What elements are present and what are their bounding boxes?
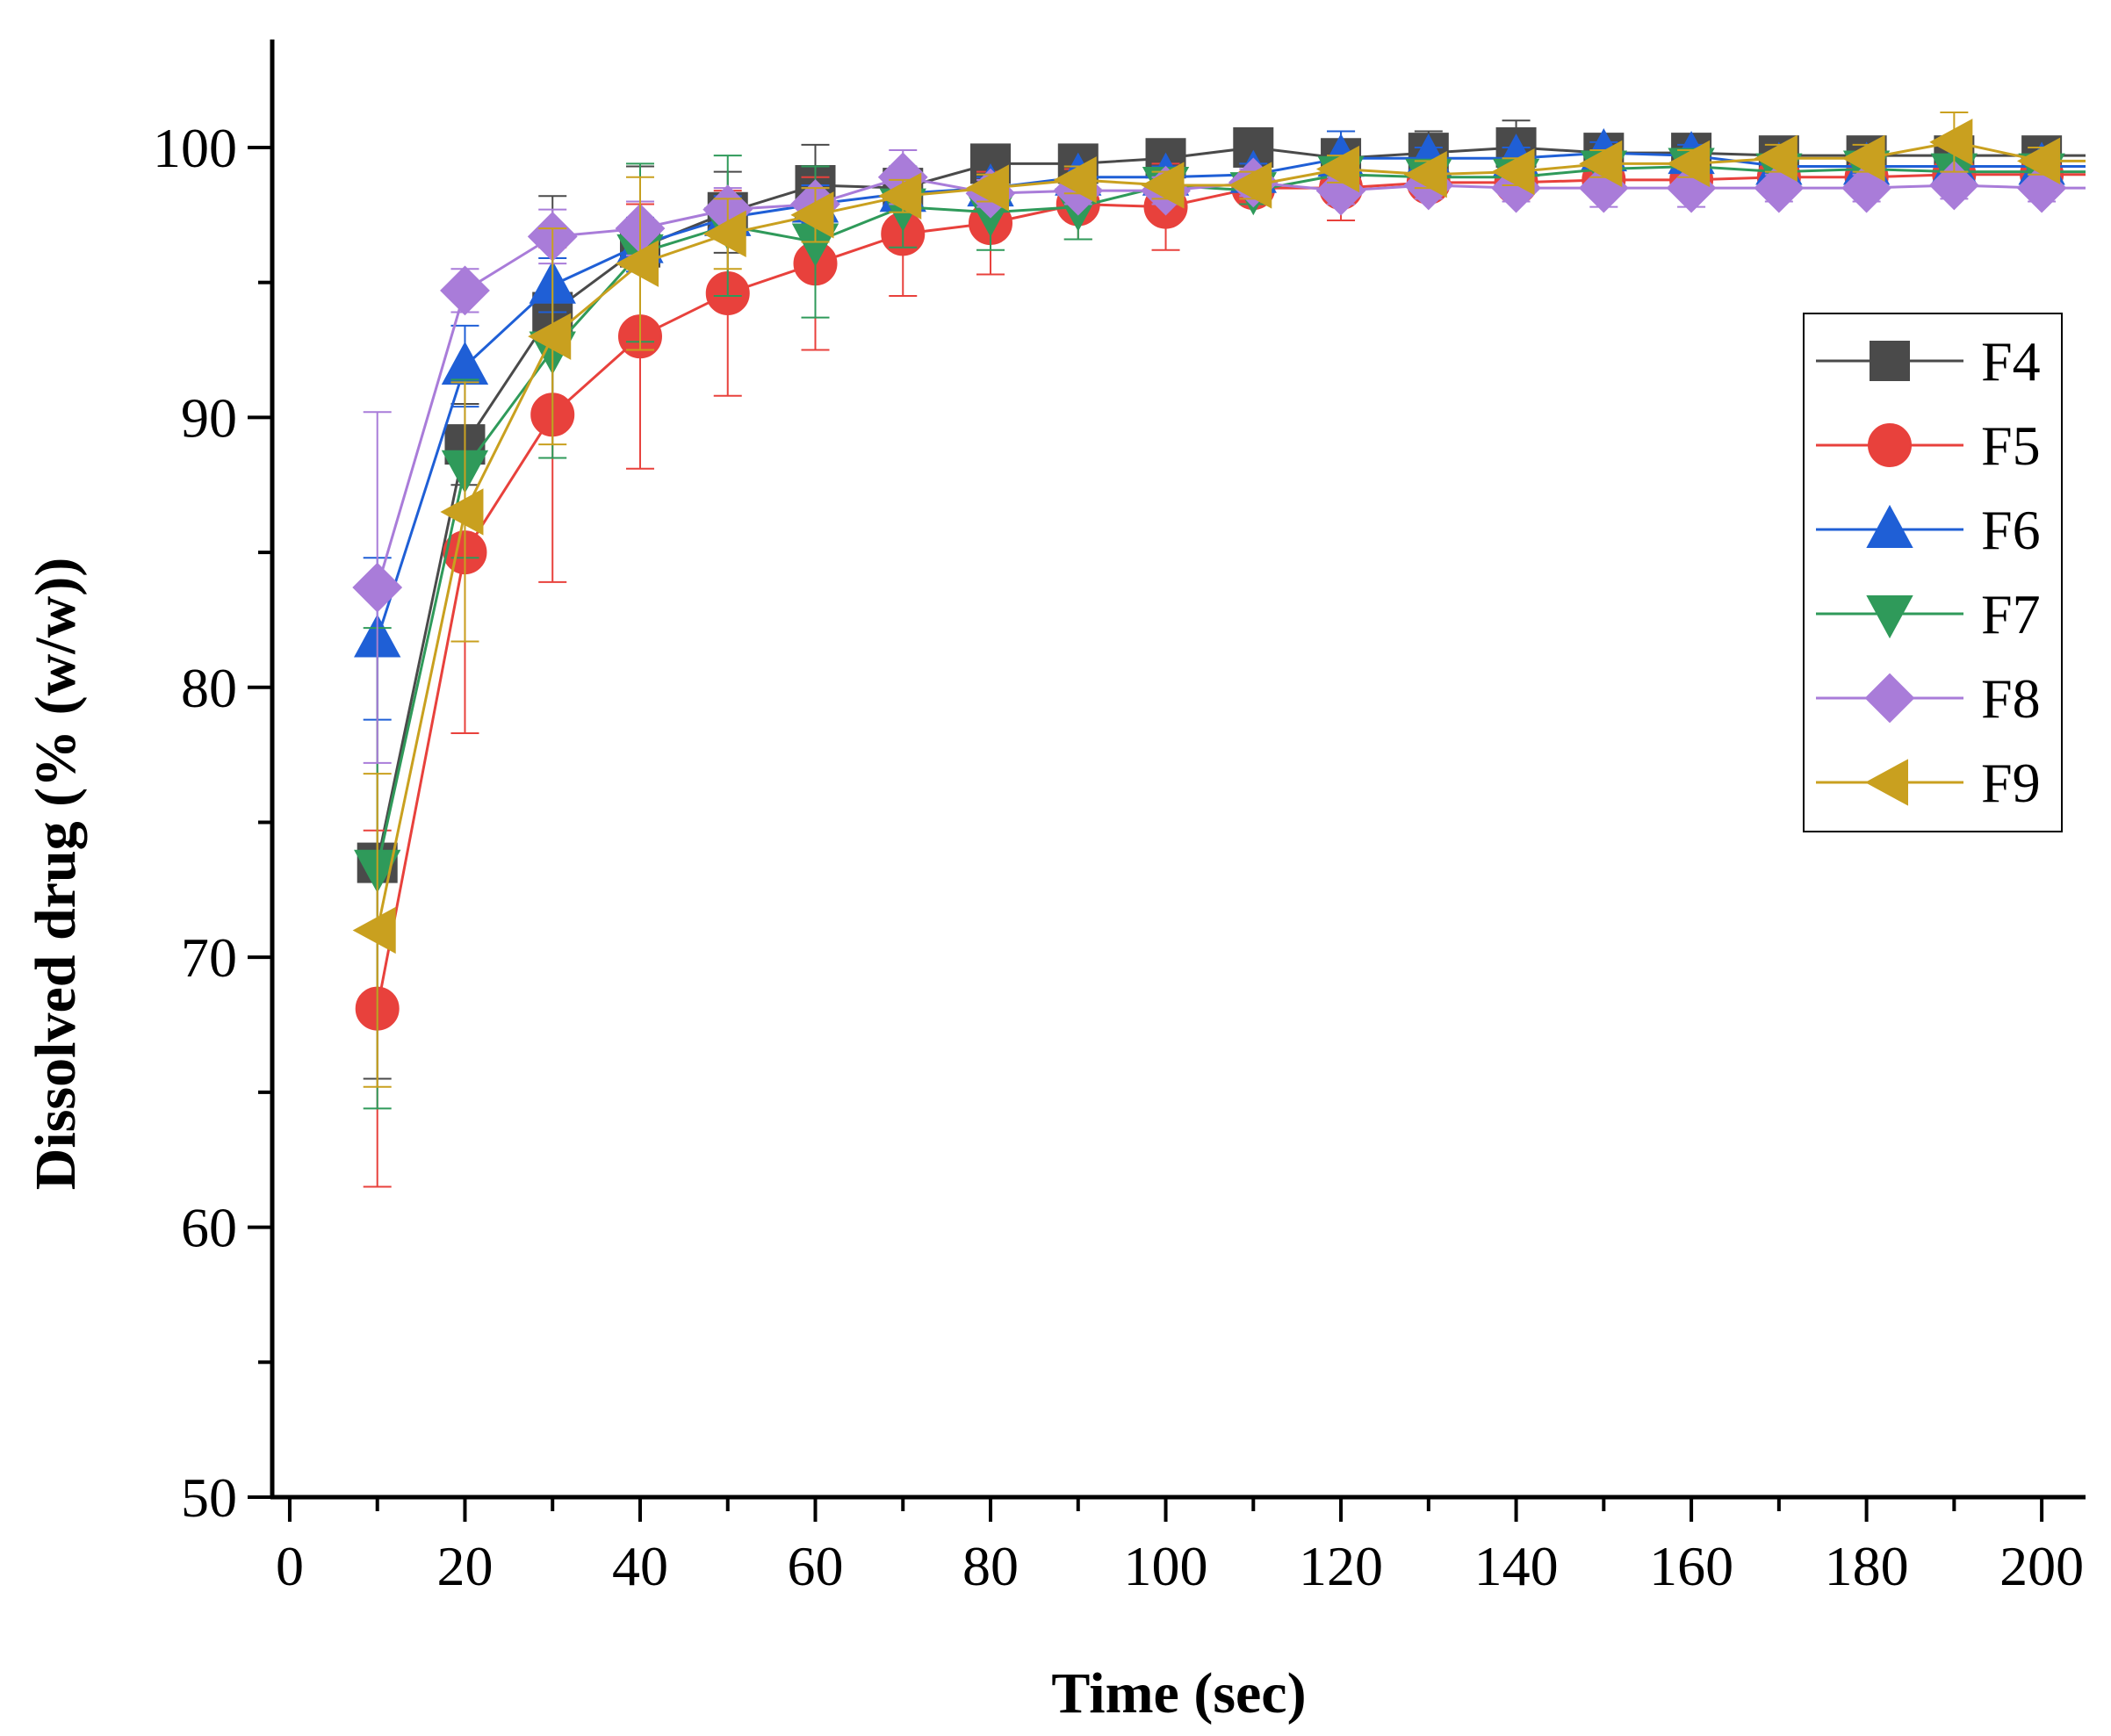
- x-tick-label: 40: [612, 1535, 668, 1597]
- legend-marker: [1868, 423, 1912, 467]
- data-point: [965, 164, 1010, 212]
- y-tick-label: 50: [181, 1466, 237, 1529]
- data-point: [878, 172, 922, 220]
- data-point: [1228, 162, 1272, 209]
- data-point: [1928, 160, 1979, 211]
- legend-label: F4: [1981, 330, 2041, 393]
- y-tick-label: 90: [181, 386, 237, 449]
- legend-box: [1803, 313, 2063, 832]
- legend-item-F8: F8: [1816, 667, 2041, 730]
- data-point: [1841, 134, 1885, 182]
- legend-marker: [1870, 341, 1910, 381]
- x-tick-label: 200: [1999, 1535, 2084, 1597]
- data-point: [528, 313, 572, 360]
- data-point: [1491, 148, 1535, 196]
- data-point: [1315, 145, 1360, 193]
- y-tick-label: 60: [181, 1197, 237, 1259]
- legend-label: F7: [1981, 583, 2041, 645]
- legend-label: F5: [1981, 414, 2041, 477]
- legend-label: F8: [1981, 667, 2041, 730]
- legend-label: F6: [1981, 499, 2041, 561]
- x-tick-label: 60: [788, 1535, 844, 1597]
- x-tick-label: 140: [1474, 1535, 1559, 1597]
- legend-marker: [1866, 504, 1913, 548]
- data-point: [352, 906, 396, 954]
- series-F9: [352, 112, 2086, 1088]
- data-point: [440, 488, 484, 536]
- data-point: [441, 341, 489, 385]
- data-point: [1053, 156, 1097, 204]
- x-tick-label: 160: [1649, 1535, 1733, 1597]
- legend-marker: [1866, 595, 1913, 639]
- x-tick-label: 120: [1299, 1535, 1383, 1597]
- legend-item-F9: F9: [1816, 752, 2041, 814]
- x-tick-label: 100: [1124, 1535, 1208, 1597]
- data-point: [1754, 134, 1798, 182]
- data-point: [1929, 119, 1973, 166]
- x-tick-label: 180: [1825, 1535, 1909, 1597]
- data-point: [615, 240, 659, 287]
- y-tick-label: 80: [181, 657, 237, 719]
- data-point: [352, 562, 403, 613]
- legend-item-F7: F7: [1816, 583, 2041, 645]
- data-point: [2017, 137, 2061, 185]
- data-point: [1579, 140, 1623, 188]
- data-point: [440, 265, 490, 316]
- ticks: 50 60 70 80 90 100 0 20 40 60 80 100 120 140 160 180 200: [153, 117, 2084, 1597]
- y-axis-title: Dissolved drug (% (w/w)): [24, 558, 88, 1191]
- plot-area: [352, 112, 2086, 1188]
- data-point: [1403, 151, 1447, 198]
- legend-marker: [1864, 759, 1908, 806]
- legend: F4 F5 F6 F7 F8 F9: [1803, 313, 2063, 832]
- data-point: [790, 191, 834, 239]
- x-tick-label: 0: [276, 1535, 304, 1597]
- x-tick-label: 80: [962, 1535, 1019, 1597]
- x-axis-title: Time (sec): [1051, 1661, 1306, 1725]
- legend-item-F5: F5: [1816, 414, 2041, 477]
- data-point: [1141, 162, 1185, 209]
- y-tick-label: 70: [181, 926, 237, 989]
- legend-item-F6: F6: [1816, 499, 2041, 561]
- data-point: [1666, 140, 1711, 188]
- data-point: [702, 210, 746, 258]
- legend-label: F9: [1981, 752, 2041, 814]
- legend-marker: [1864, 673, 1915, 724]
- y-tick-label: 100: [153, 117, 237, 179]
- x-tick-label: 20: [436, 1535, 493, 1597]
- legend-item-F4: F4: [1816, 330, 2041, 393]
